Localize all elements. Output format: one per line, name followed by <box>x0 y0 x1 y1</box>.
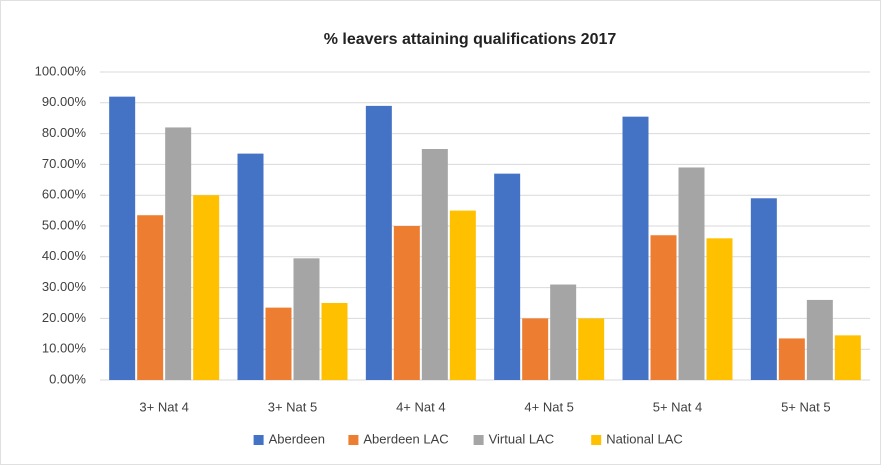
bar <box>650 235 677 380</box>
y-tick-label: 90.00% <box>42 94 87 109</box>
bar <box>678 167 705 380</box>
chart-title: % leavers attaining qualifications 2017 <box>324 31 617 48</box>
legend-label: National LAC <box>606 431 683 446</box>
legend-label: Aberdeen <box>269 431 325 446</box>
bar <box>806 299 833 380</box>
legend-swatch <box>253 435 264 445</box>
bar <box>137 215 164 380</box>
x-tick-label: 4+ Nat 5 <box>524 399 574 414</box>
bar <box>393 226 420 380</box>
legend-swatch <box>348 435 359 445</box>
bar <box>237 153 264 380</box>
bar <box>365 105 392 380</box>
bar <box>494 173 521 380</box>
y-tick-label: 0.00% <box>49 371 86 386</box>
bar <box>834 335 861 380</box>
bar <box>193 195 220 380</box>
bar <box>550 284 577 380</box>
bar <box>750 198 777 380</box>
bar <box>778 338 805 380</box>
x-tick-label: 3+ Nat 4 <box>139 399 189 414</box>
bar <box>321 303 348 380</box>
bar <box>109 96 136 380</box>
y-tick-label: 70.00% <box>42 156 87 171</box>
y-tick-label: 40.00% <box>42 248 87 263</box>
x-tick-label: 3+ Nat 5 <box>268 399 318 414</box>
bar <box>578 318 605 380</box>
x-tick-label: 5+ Nat 4 <box>653 399 703 414</box>
bar <box>522 318 549 380</box>
legend-label: Aberdeen LAC <box>363 431 448 446</box>
y-tick-label: 20.00% <box>42 310 87 325</box>
x-tick-label: 5+ Nat 5 <box>781 399 831 414</box>
bar <box>165 127 192 380</box>
bar <box>449 210 476 380</box>
bar <box>421 149 448 380</box>
y-tick-label: 60.00% <box>42 187 87 202</box>
bar <box>706 238 733 380</box>
y-tick-label: 80.00% <box>42 125 87 140</box>
legend-label: Virtual LAC <box>489 431 555 446</box>
legend-swatch <box>473 435 484 445</box>
y-tick-label: 30.00% <box>42 279 87 294</box>
y-tick-label: 100.00% <box>35 63 87 78</box>
bar <box>293 258 320 380</box>
x-tick-label: 4+ Nat 4 <box>396 399 446 414</box>
y-tick-label: 10.00% <box>42 341 87 356</box>
bar <box>265 307 292 380</box>
bar <box>622 116 649 380</box>
legend-swatch <box>591 435 602 445</box>
y-tick-label: 50.00% <box>42 217 87 232</box>
